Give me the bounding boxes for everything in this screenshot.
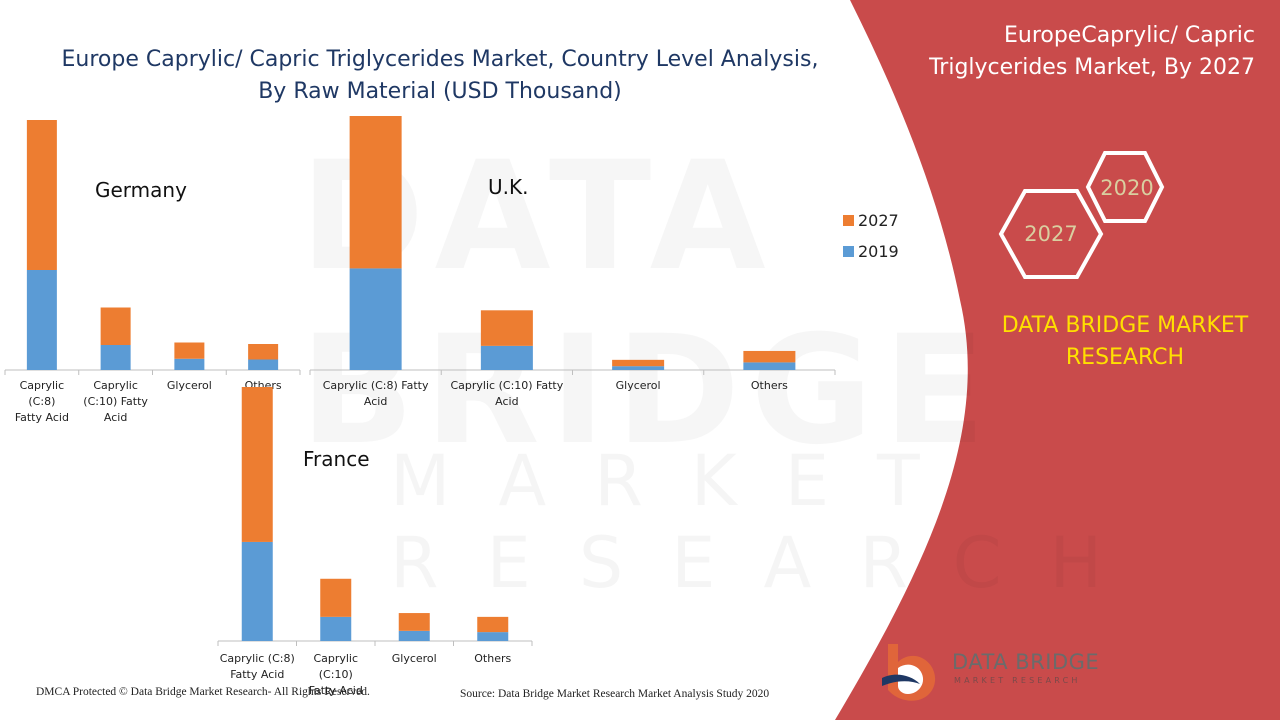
chart-country-label: Germany [95,178,187,202]
bar-2019-4 [248,359,279,370]
bar-2019-2 [100,345,131,370]
x-tick-label-line: Caprylic (C:10) [313,652,359,681]
page-title-line2: By Raw Material (USD Thousand) [258,79,622,104]
chart-uk: Caprylic (C:8) Fatty Acid Caprylic (C:10)… [309,116,836,420]
watermark-sub-text: MARKET RESEARCH [390,440,1280,604]
x-tick-label: Caprylic (C:10) Fatty Acid [297,651,375,699]
x-tick-label: Caprylic (C:10) Fatty Acid [441,378,572,410]
x-tick-label-line: Caprylic (C:8) Fatty Acid [322,379,429,408]
x-tick-label: Caprylic (C:8) Fatty Acid [218,651,296,683]
footer-source: Source: Data Bridge Market Research Mark… [460,688,770,700]
x-tick-label-line: Fatty Acid [308,684,363,697]
bar-2027-3 [612,359,665,367]
hexagon-2020-label: 2020 [1100,176,1153,200]
bar-2019-2 [480,345,533,370]
x-tick-label: Glycerol [375,651,453,667]
chart-plot-area [309,116,836,375]
brand-name-line2: RESEARCH [1065,345,1185,370]
side-panel-title-line2: Triglycerides Market, By 2027 [929,55,1255,80]
bar-2027-4 [743,350,796,363]
bar-2019-2 [320,616,352,641]
x-tick-label-line: Fatty Acid [14,411,69,424]
bar-2027-1 [26,120,57,270]
bar-2019-3 [398,630,430,641]
bar-2027-2 [320,578,352,617]
x-tick-label-line: Glycerol [166,379,212,392]
brand-name: DATA BRIDGE MARKET RESEARCH [990,310,1260,374]
hexagon-2020: 2020 [1085,151,1165,223]
bar-2027-2 [100,307,131,345]
legend-label-2019: 2019 [858,242,899,261]
x-tick-label-line: Others [750,379,788,392]
x-tick-label-line: Caprylic (C:10) Fatty Acid [450,379,564,408]
x-tick-label: Glycerol [152,378,227,394]
chart-plot-area [217,387,533,646]
x-tick-label: Glycerol [573,378,704,394]
bar-2027-4 [477,616,509,633]
x-tick-label: Caprylic (C:10) Fatty Acid [78,378,153,426]
legend-item-2019: 2019 [843,236,899,267]
chart-germany: Caprylic (C:8) Fatty Acid Caprylic (C:10) F… [4,120,305,440]
chart-legend: 2027 2019 [843,205,899,267]
legend-item-2027: 2027 [843,205,899,236]
logo-subtitle: MARKET RESEARCH [954,676,1081,685]
logo-name: DATA BRIDGE [952,650,1100,674]
bar-2019-4 [477,632,509,641]
chart-country-label: U.K. [488,175,529,199]
bar-2027-3 [398,613,430,631]
legend-swatch-2019 [843,246,854,257]
x-tick-label-line: Glycerol [615,379,661,392]
x-tick-label: Caprylic (C:8) Fatty Acid [4,378,79,426]
x-tick-label-line: Caprylic [93,379,138,392]
chart-plot-area [4,120,301,375]
bar-2019-4 [743,362,796,370]
bar-2027-3 [174,342,205,359]
side-panel-title-line1: EuropeCaprylic/ Capric [1003,23,1255,48]
legend-swatch-2027 [843,215,854,226]
x-tick-label-line: Acid [103,411,128,424]
page-title: Europe Caprylic/ Capric Triglycerides Ma… [40,44,840,108]
legend-label-2027: 2027 [858,211,899,230]
chart-france: Caprylic (C:8) Fatty Acid Caprylic (C:10) F… [217,387,533,697]
bar-2027-4 [248,344,279,360]
x-tick-label-line: Others [474,652,512,665]
x-tick-label: Caprylic (C:8) Fatty Acid [310,378,441,410]
side-panel-title: EuropeCaprylic/ Capric Triglycerides Mar… [900,20,1255,84]
bar-2019-1 [26,270,57,370]
data-bridge-logo-icon [882,644,936,701]
bar-2019-1 [349,268,402,370]
bar-2027-1 [349,116,402,269]
x-tick-label-line: Fatty Acid [230,668,285,681]
hexagon-2027-label: 2027 [1024,222,1077,246]
bar-2019-3 [612,366,665,370]
x-tick-label: Others [704,378,835,394]
x-tick-label-line: Caprylic (C:8) [19,379,65,408]
page-title-line1: Europe Caprylic/ Capric Triglycerides Ma… [61,47,819,72]
x-tick-label-line: Caprylic (C:8) [219,652,295,665]
brand-name-line1: DATA BRIDGE MARKET [1001,313,1249,338]
footer-copyright: DMCA Protected © Data Bridge Market Rese… [36,686,370,698]
hexagon-2027: 2027 [998,189,1104,279]
x-tick-label-line: (C:10) Fatty [83,395,148,408]
bar-2019-1 [241,541,273,641]
bar-2027-2 [480,310,533,346]
x-tick-label-line: Glycerol [391,652,437,665]
bar-2019-3 [174,358,205,370]
chart-country-label: France [303,447,370,471]
x-tick-label: Others [454,651,532,667]
bar-2027-1 [241,387,273,542]
